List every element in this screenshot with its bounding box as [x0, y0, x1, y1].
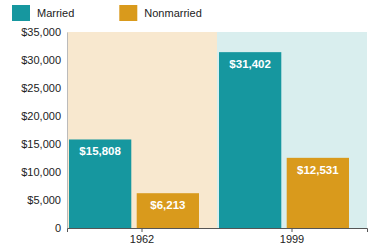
y-tick: $15,000 — [21, 138, 67, 150]
y-tick: $10,000 — [21, 166, 67, 178]
data-label: $31,402 — [229, 58, 271, 70]
x-tick-label: 1962 — [130, 233, 154, 245]
bar — [219, 52, 281, 228]
y-tick: $35,000 — [21, 26, 67, 38]
y-tick: 0 — [55, 222, 67, 234]
x-tick: 1999 — [280, 228, 304, 245]
y-tick-label: $15,000 — [21, 138, 61, 150]
bar — [137, 193, 199, 228]
bar — [69, 139, 131, 228]
data-label: $12,531 — [297, 164, 339, 176]
x-tick-label: 1999 — [280, 233, 304, 245]
y-tick: $20,000 — [21, 110, 67, 122]
y-tick-label: 0 — [55, 222, 61, 234]
y-tick-label: $25,000 — [21, 82, 61, 94]
y-tick-label: $20,000 — [21, 110, 61, 122]
y-axis-line — [67, 33, 68, 229]
x-tick: 1962 — [130, 228, 154, 245]
data-labels: $15,808 $31,402 $6,213 $12,531 — [79, 58, 339, 211]
y-axis: 0 $5,000 $10,000 $15,000 $20,000 $25,000 $30,0… — [21, 26, 67, 234]
data-label: $15,808 — [79, 145, 121, 157]
legend: Married Nonmarried — [12, 5, 202, 21]
legend-swatch — [119, 5, 137, 21]
y-tick-label: $30,000 — [21, 54, 61, 66]
bars — [69, 52, 349, 228]
legend-item: Nonmarried — [119, 5, 201, 21]
x-tick-mark — [142, 228, 143, 232]
data-label: $6,213 — [150, 199, 185, 211]
x-tick-mark — [292, 228, 293, 232]
y-tick-label: $35,000 — [21, 26, 61, 38]
category-background — [217, 32, 367, 228]
plot: $15,808 $31,402 $6,213 $12,531 0 $5,000 $10,00… — [21, 26, 367, 245]
y-tick-label: $5,000 — [27, 194, 61, 206]
x-axis: 1962 1999 — [68, 228, 368, 245]
legend-label: Nonmarried — [144, 7, 201, 19]
chart: $15,808 $31,402 $6,213 $12,531 0 $5,000 $10,00… — [0, 0, 373, 247]
legend-swatch — [12, 5, 30, 21]
y-tick: $25,000 — [21, 82, 67, 94]
x-axis-line — [68, 229, 368, 233]
legend-label: Married — [37, 7, 74, 19]
y-tick-label: $10,000 — [21, 166, 61, 178]
bar — [287, 158, 349, 228]
legend-item: Married — [12, 5, 74, 21]
y-tick: $30,000 — [21, 54, 67, 66]
category-background — [67, 32, 217, 228]
y-tick: $5,000 — [27, 194, 67, 206]
